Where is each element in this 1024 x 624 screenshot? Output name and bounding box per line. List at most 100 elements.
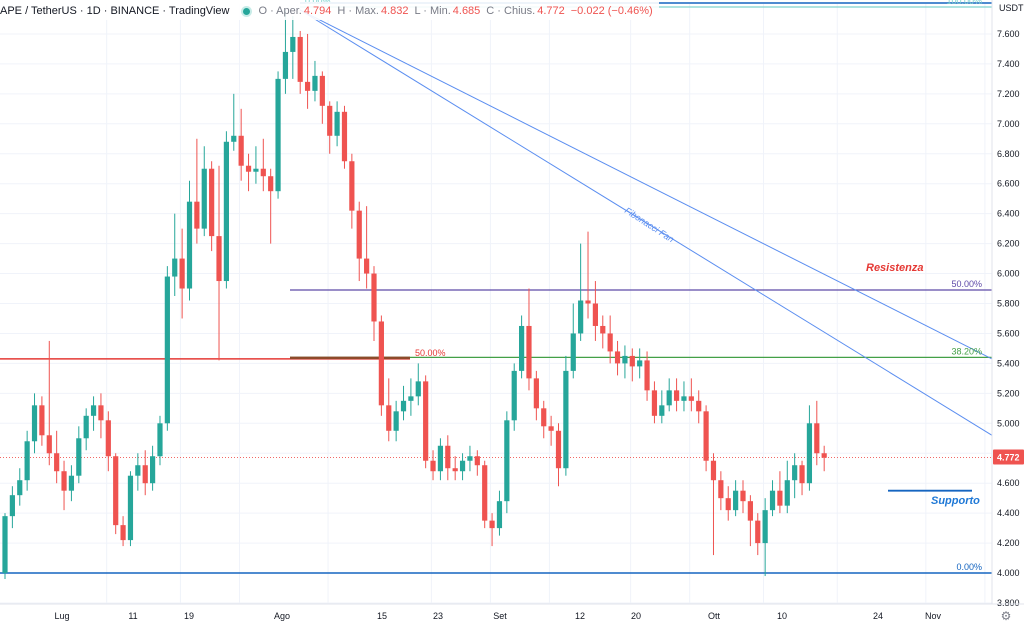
candle-body[interactable] xyxy=(762,510,768,544)
candle-body[interactable] xyxy=(474,456,480,466)
candle-body[interactable] xyxy=(541,408,547,427)
candle-body[interactable] xyxy=(142,465,148,484)
candle-body[interactable] xyxy=(408,396,414,401)
candle-body[interactable] xyxy=(150,456,156,484)
candle-body[interactable] xyxy=(519,325,525,371)
candle-body[interactable] xyxy=(578,300,584,334)
candle-body[interactable] xyxy=(784,480,790,506)
candle-body[interactable] xyxy=(46,435,52,454)
price-axis[interactable]: USDT ▾3.8004.0004.2004.4004.6004.8005.00… xyxy=(991,0,1024,624)
candle-body[interactable] xyxy=(312,75,318,91)
candle-body[interactable] xyxy=(83,415,89,439)
candle-body[interactable] xyxy=(504,420,510,502)
candle-body[interactable] xyxy=(511,370,517,421)
candle-body[interactable] xyxy=(755,520,761,544)
candle-body[interactable] xyxy=(799,465,805,484)
candle-body[interactable] xyxy=(319,75,325,106)
candle-body[interactable] xyxy=(718,480,724,499)
candle-body[interactable] xyxy=(90,405,97,416)
candle-body[interactable] xyxy=(725,498,731,511)
settings-gear-icon[interactable]: ⚙ xyxy=(1001,609,1012,623)
candle-body[interactable] xyxy=(814,423,820,454)
candle-body[interactable] xyxy=(600,325,606,334)
candle-body[interactable] xyxy=(792,465,798,481)
candle-body[interactable] xyxy=(378,321,384,406)
candle-body[interactable] xyxy=(585,300,591,304)
candle-body[interactable] xyxy=(696,400,702,412)
candle-body[interactable] xyxy=(68,475,75,491)
candle-body[interactable] xyxy=(622,355,628,364)
candle-body[interactable] xyxy=(673,390,680,401)
currency-label[interactable]: USDT ▾ xyxy=(999,3,1024,13)
candle-body[interactable] xyxy=(334,111,340,136)
candle-body[interactable] xyxy=(61,471,67,491)
candle-body[interactable] xyxy=(238,135,244,166)
candle-body[interactable] xyxy=(201,168,207,229)
candle-body[interactable] xyxy=(821,453,827,458)
candle-body[interactable] xyxy=(223,141,229,282)
candle-body[interactable] xyxy=(364,258,370,274)
candle-body[interactable] xyxy=(747,501,753,521)
candle-body[interactable] xyxy=(681,396,687,401)
candle-body[interactable] xyxy=(415,381,421,397)
candle-body[interactable] xyxy=(164,276,170,424)
candle-body[interactable] xyxy=(127,475,134,541)
candle-body[interactable] xyxy=(135,465,141,476)
candle-body[interactable] xyxy=(327,105,333,136)
candle-body[interactable] xyxy=(157,423,163,457)
candle-body[interactable] xyxy=(39,405,45,436)
candle-body[interactable] xyxy=(54,453,60,472)
candle-body[interactable] xyxy=(445,445,451,469)
candle-body[interactable] xyxy=(533,378,539,409)
candle-body[interactable] xyxy=(637,360,643,367)
candle-body[interactable] xyxy=(245,165,252,172)
candle-body[interactable] xyxy=(356,210,362,259)
candle-body[interactable] xyxy=(341,111,348,162)
candle-body[interactable] xyxy=(290,36,296,52)
candles[interactable] xyxy=(2,9,827,580)
candle-body[interactable] xyxy=(740,490,746,502)
candle-body[interactable] xyxy=(216,236,222,282)
candle-body[interactable] xyxy=(688,396,694,401)
candle-body[interactable] xyxy=(769,490,776,511)
candle-body[interactable] xyxy=(304,81,311,91)
candle-body[interactable] xyxy=(9,495,15,517)
candle-body[interactable] xyxy=(777,490,783,506)
candle-body[interactable] xyxy=(614,351,621,364)
candle-body[interactable] xyxy=(253,168,259,172)
candle-body[interactable] xyxy=(260,168,266,177)
candle-body[interactable] xyxy=(570,333,576,371)
candle-body[interactable] xyxy=(607,333,613,352)
candle-body[interactable] xyxy=(194,201,200,229)
candle-body[interactable] xyxy=(186,201,193,289)
candle-body[interactable] xyxy=(526,325,532,379)
candle-body[interactable] xyxy=(31,405,38,442)
candle-body[interactable] xyxy=(659,405,665,416)
time-axis[interactable]: Lug 11 19 Ago 15 23 Set 12 20 Ott 10 24 Nov ⚙ xyxy=(0,603,1024,623)
candle-body[interactable] xyxy=(268,176,274,192)
symbol-header[interactable]: APE / TetherUS · 1D · BINANCE · TradingV… xyxy=(0,2,659,20)
candle-body[interactable] xyxy=(467,456,473,461)
candle-body[interactable] xyxy=(386,405,392,431)
candle-body[interactable] xyxy=(733,490,739,511)
candle-body[interactable] xyxy=(423,381,429,461)
candle-body[interactable] xyxy=(400,400,407,412)
candle-body[interactable] xyxy=(555,430,562,469)
candle-body[interactable] xyxy=(437,445,444,472)
candle-body[interactable] xyxy=(17,480,23,496)
candle-body[interactable] xyxy=(806,423,813,484)
candle-body[interactable] xyxy=(644,360,650,391)
candle-body[interactable] xyxy=(105,420,111,457)
candle-body[interactable] xyxy=(209,168,215,237)
candle-body[interactable] xyxy=(24,441,30,481)
candle-body[interactable] xyxy=(710,460,717,481)
candle-body[interactable] xyxy=(459,460,466,472)
candle-body[interactable] xyxy=(98,405,104,421)
candle-body[interactable] xyxy=(282,51,289,79)
candle-body[interactable] xyxy=(172,258,178,277)
candle-body[interactable] xyxy=(349,161,355,211)
candle-body[interactable] xyxy=(393,411,399,431)
candle-body[interactable] xyxy=(666,390,672,406)
candle-body[interactable] xyxy=(496,501,503,529)
